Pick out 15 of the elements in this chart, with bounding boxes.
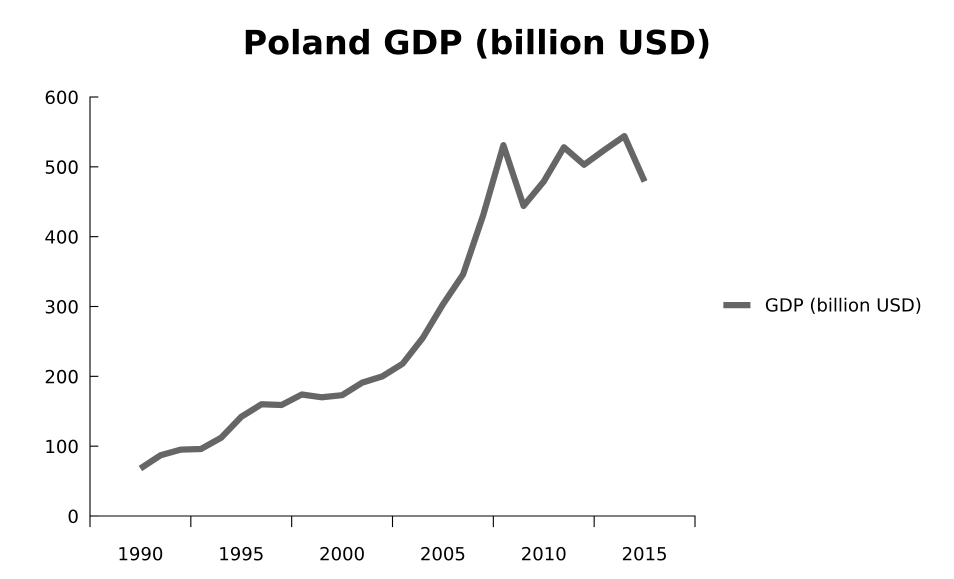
x-tick-label: 2005	[421, 546, 464, 561]
legend-label: GDP (billion USD)	[766, 298, 920, 314]
y-tick-label: 200	[46, 370, 78, 384]
y-tick-label: 400	[45, 230, 78, 244]
y-tick-label: 100	[46, 440, 78, 454]
y-tick-label: 0	[68, 509, 78, 524]
x-tick-label: 2000	[320, 546, 364, 561]
x-tick-label: 2010	[522, 546, 566, 561]
y-tick-label: 600	[46, 90, 78, 104]
x-tick-label: 1990	[119, 546, 162, 561]
x-tick-label: 2015	[622, 546, 666, 561]
x-tick-label: 1995	[220, 546, 263, 561]
y-tick-label: 500	[46, 160, 78, 174]
chart-title: Poland GDP (billion USD)	[246, 28, 708, 59]
y-tick-label: 300	[46, 300, 78, 314]
